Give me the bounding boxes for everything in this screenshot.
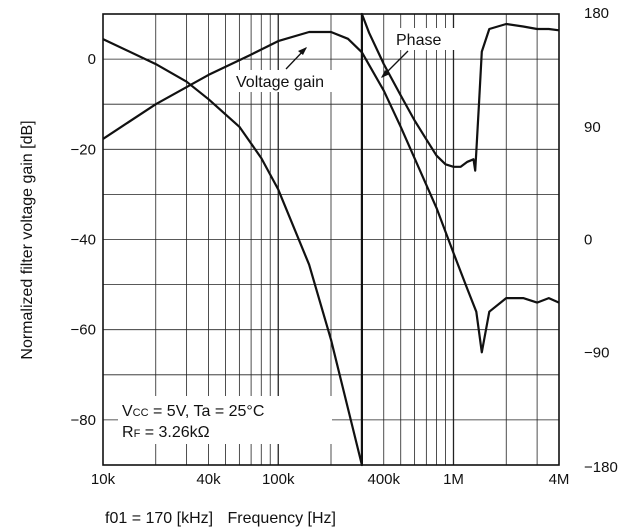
conditions-box: VCC = 5V, Ta = 25°C RF = 3.26kΩ xyxy=(118,396,332,444)
phase-annotation: Phase xyxy=(396,32,441,49)
y2-tick-label: 90 xyxy=(584,119,601,136)
x-axis-label: Frequency [Hz] xyxy=(228,510,336,527)
conditions-line-1: VCC = 5V, Ta = 25°C xyxy=(122,403,264,420)
y-tick-label: −80 xyxy=(71,412,96,429)
x-tick-label: 400k xyxy=(367,471,400,488)
tick-labels: 10k 40k 100k 400k 1M 4M 0 −20 −40 −60 −80 180 90 0 −90… xyxy=(71,5,618,488)
x-axis-caption: f01 = 170 [kHz] Frequency [Hz] xyxy=(105,510,336,527)
y2-tick-label: −90 xyxy=(584,344,609,361)
cutoff-frequency-label: f01 = 170 [kHz] xyxy=(105,510,213,527)
series-line-phase xyxy=(102,12,560,467)
x-tick-label: 10k xyxy=(91,471,116,488)
voltage-gain-annotation: Voltage gain xyxy=(236,74,324,91)
conditions-line-2: RF = 3.26kΩ xyxy=(122,424,210,441)
y-tick-label: 0 xyxy=(88,51,96,68)
y-tick-label: −40 xyxy=(71,232,96,249)
voltage-gain-arrowhead xyxy=(298,47,307,55)
annotations: Voltage gain Phase xyxy=(231,28,456,92)
y2-tick-label: 0 xyxy=(584,232,592,249)
plot-frame xyxy=(102,13,560,466)
y2-tick-label: 180 xyxy=(584,5,609,22)
x-tick-label: 40k xyxy=(196,471,221,488)
y-tick-label: −20 xyxy=(71,141,96,158)
series-line-gain xyxy=(102,30,560,354)
x-tick-label: 4M xyxy=(549,471,570,488)
y-axis-label: Normalized filter voltage gain [dB] xyxy=(19,120,36,359)
phase-arrowhead xyxy=(381,70,390,78)
y2-tick-label: −180 xyxy=(584,459,618,476)
x-tick-label: 100k xyxy=(262,471,295,488)
y-tick-label: −60 xyxy=(71,322,96,339)
x-tick-label: 1M xyxy=(443,471,464,488)
series-layer xyxy=(102,12,560,467)
